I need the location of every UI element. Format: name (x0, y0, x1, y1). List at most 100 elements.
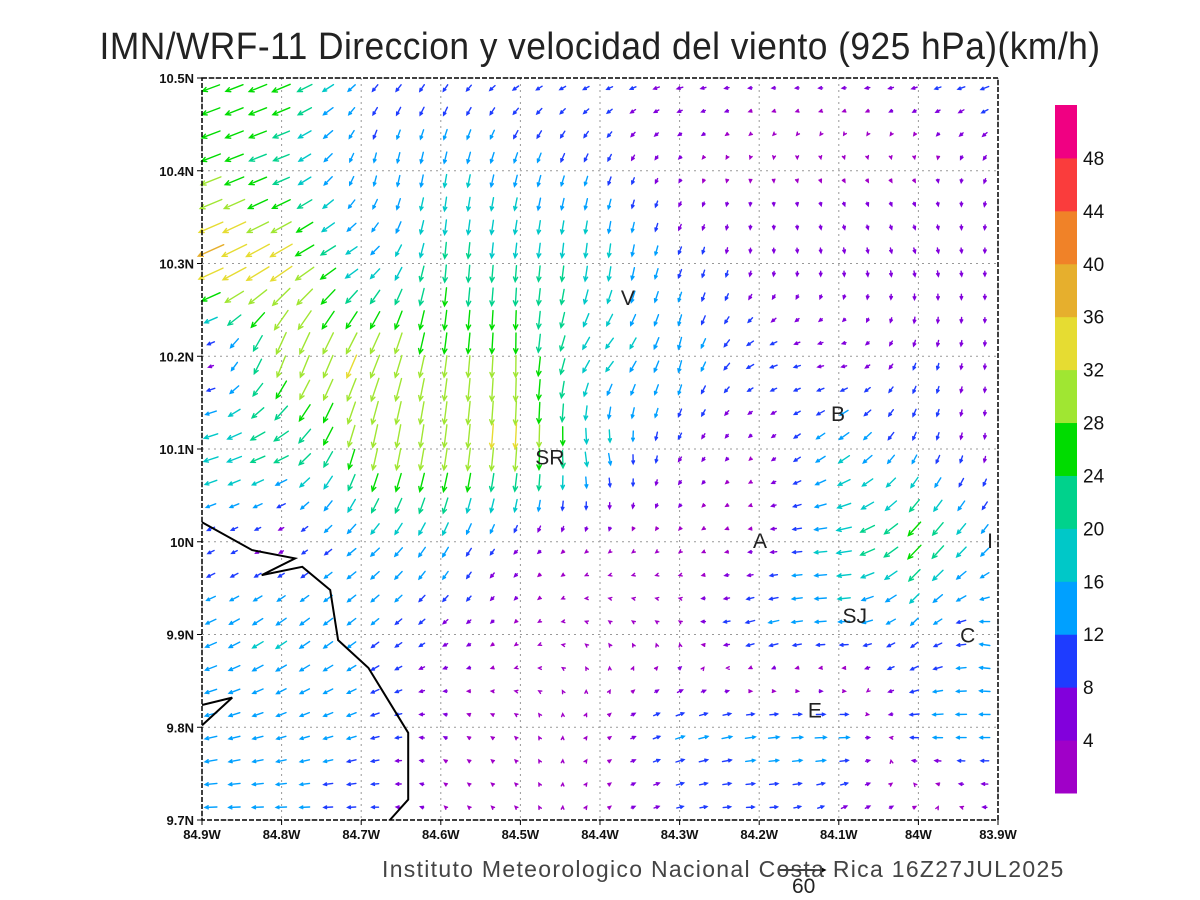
wind-arrow (770, 457, 777, 462)
wind-arrow (394, 424, 402, 449)
wind-arrow (955, 546, 967, 559)
wind-arrow (247, 289, 268, 305)
wind-arrow (653, 805, 661, 810)
wind-arrow (394, 377, 403, 403)
wind-arrow (794, 317, 800, 323)
wind-arrow (814, 455, 826, 463)
wind-arrow (747, 479, 753, 484)
wind-arrow (607, 596, 613, 601)
wind-arrow (724, 410, 730, 417)
wind-arrow (747, 665, 753, 670)
wind-arrow (675, 712, 686, 717)
wind-arrow (536, 220, 542, 236)
wind-arrow (982, 386, 987, 394)
wind-arrow (935, 339, 940, 348)
wind-arrow (418, 242, 425, 259)
wind-arrow (582, 85, 590, 91)
wind-arrow (465, 355, 472, 379)
wind-arrow (814, 735, 828, 740)
wind-arrow (322, 711, 334, 718)
wind-arrow (653, 384, 659, 396)
wind-arrow (835, 526, 852, 533)
wind-arrow (204, 410, 217, 416)
wind-arrow (322, 688, 334, 695)
colorbar-label: 20 (1083, 519, 1104, 540)
colorbar-swatch (1055, 210, 1077, 265)
wind-arrow (250, 479, 265, 486)
wind-arrow (934, 109, 941, 114)
wind-arrow (560, 152, 566, 164)
wind-arrow (982, 478, 987, 488)
wind-arrow (251, 759, 264, 764)
wind-arrow (489, 129, 495, 140)
wind-arrow (935, 132, 941, 137)
wind-arrow (816, 387, 825, 392)
wind-arrow (560, 758, 565, 764)
wind-arrow (959, 247, 964, 255)
wind-arrow (653, 314, 660, 327)
wind-arrow (369, 354, 381, 379)
wind-arrow (935, 362, 940, 371)
wind-arrow (841, 665, 847, 670)
wind-arrow (583, 427, 589, 446)
wind-arrow (347, 424, 356, 449)
wind-arrow (512, 400, 519, 427)
wind-arrow (583, 130, 589, 139)
wind-arrow (701, 503, 706, 508)
wind-arrow (745, 363, 755, 370)
city-label: E (808, 700, 822, 723)
wind-arrow (538, 781, 542, 787)
wind-arrow (606, 289, 613, 305)
wind-arrow (513, 174, 518, 188)
wind-arrow (203, 805, 218, 810)
wind-arrow (269, 243, 293, 258)
wind-arrow (535, 333, 542, 354)
wind-arrow (418, 712, 425, 717)
wind-arrow (221, 266, 247, 281)
wind-arrow (959, 224, 964, 232)
wind-arrow (654, 177, 659, 185)
wind-arrow (747, 503, 753, 508)
colorbar-swatch (1055, 263, 1077, 318)
wind-arrow (955, 666, 967, 671)
wind-arrow (983, 178, 987, 185)
wind-arrow (230, 361, 239, 372)
x-tick-label: 84.1W (820, 827, 858, 842)
wind-arrow (489, 107, 496, 116)
wind-arrow (979, 547, 990, 557)
wind-arrow (347, 107, 356, 116)
wind-arrow (489, 619, 495, 625)
wind-arrow (203, 735, 218, 741)
wind-arrow (559, 358, 566, 376)
wind-arrow (204, 618, 217, 625)
wind-arrow (883, 546, 899, 558)
wind-arrow (393, 570, 403, 581)
wind-arrow (204, 641, 217, 648)
wind-arrow (886, 454, 895, 465)
wind-arrow (298, 664, 311, 672)
wind-arrow (748, 270, 753, 278)
wind-arrow (419, 151, 424, 165)
wind-arrow (394, 618, 403, 626)
wind-arrow (395, 221, 402, 235)
wind-arrow (910, 758, 918, 763)
wind-arrow (653, 782, 661, 786)
wind-arrow (795, 131, 801, 137)
wind-arrow (677, 596, 683, 601)
wind-arrow (560, 804, 565, 810)
wind-arrow (863, 409, 872, 417)
wind-arrow (321, 199, 334, 210)
wind-arrow (559, 265, 565, 283)
wind-arrow (277, 526, 285, 531)
wind-arrow (369, 289, 381, 305)
wind-arrow (205, 595, 216, 602)
wind-arrow (394, 310, 403, 331)
wind-arrow (818, 247, 823, 255)
wind-arrow (906, 544, 922, 560)
wind-arrow (748, 689, 754, 694)
wind-arrow (230, 549, 238, 555)
wind-arrow (864, 108, 870, 113)
wind-arrow (393, 689, 403, 694)
wind-arrow (607, 735, 613, 741)
wind-arrow (887, 409, 894, 418)
